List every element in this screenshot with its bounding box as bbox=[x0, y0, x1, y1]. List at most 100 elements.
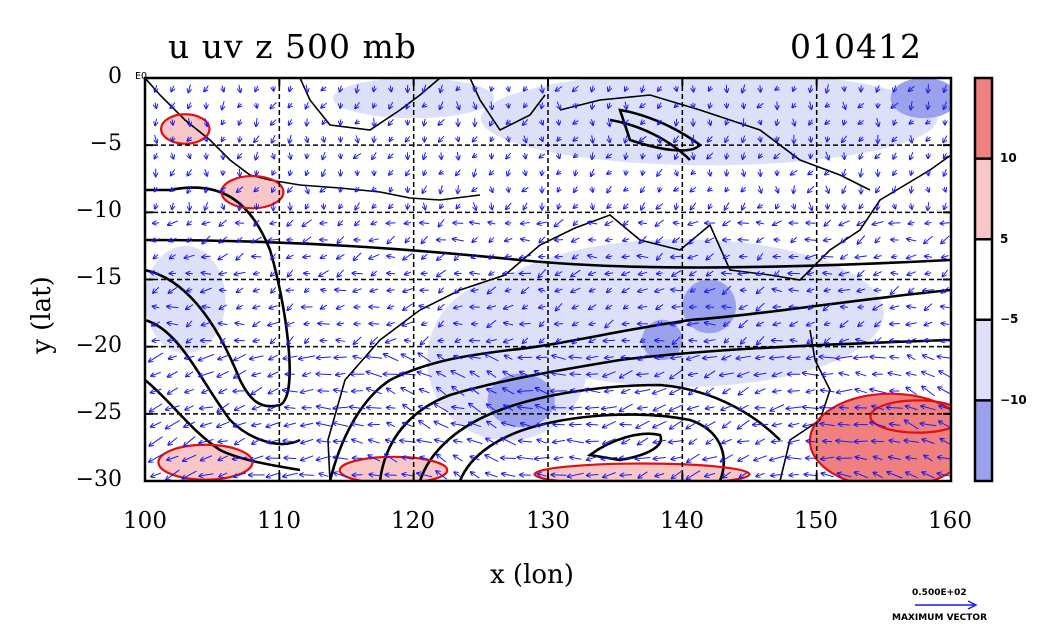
wind-vector bbox=[737, 419, 750, 429]
wind-vector bbox=[233, 472, 247, 477]
wind-vector bbox=[184, 421, 196, 427]
wind-vector bbox=[387, 422, 396, 428]
wind-vector bbox=[608, 85, 610, 92]
wind-vector bbox=[200, 422, 213, 427]
wind-vector bbox=[302, 219, 312, 227]
wind-vector bbox=[218, 441, 228, 442]
wind-vector bbox=[306, 169, 308, 176]
wind-vector bbox=[854, 472, 868, 479]
wind-vector bbox=[185, 405, 194, 410]
wind-vector bbox=[187, 221, 192, 225]
wind-vector bbox=[318, 323, 330, 324]
wind-vector bbox=[253, 273, 260, 275]
wind-vector bbox=[687, 453, 700, 462]
wind-vector bbox=[217, 402, 230, 412]
wind-vector bbox=[517, 391, 534, 392]
wind-vector bbox=[454, 252, 462, 261]
wind-vector bbox=[434, 421, 449, 429]
wind-vector bbox=[820, 390, 835, 392]
wind-vector bbox=[254, 219, 260, 226]
wind-vector bbox=[809, 201, 812, 210]
wind-vector bbox=[541, 137, 543, 142]
wind-vector bbox=[255, 151, 257, 160]
wind-vector bbox=[353, 252, 362, 261]
x-tick-label: 100 bbox=[123, 508, 167, 534]
wind-vector bbox=[374, 117, 375, 127]
wind-vector bbox=[839, 272, 850, 275]
wind-vector bbox=[775, 270, 780, 276]
wind-vector bbox=[825, 170, 831, 175]
wind-vector bbox=[842, 185, 847, 194]
wind-vector bbox=[688, 221, 699, 224]
wind-vector bbox=[870, 357, 886, 358]
wind-vector bbox=[301, 423, 314, 426]
wind-vector bbox=[299, 355, 316, 359]
wind-vector bbox=[521, 239, 530, 241]
wind-vector bbox=[502, 423, 516, 427]
wind-vector bbox=[155, 118, 157, 126]
wind-vector bbox=[454, 356, 463, 359]
wind-vector bbox=[872, 221, 884, 224]
wind-vector bbox=[941, 255, 949, 257]
wind-vector bbox=[336, 304, 345, 309]
coastline-java bbox=[299, 184, 481, 201]
wind-vector bbox=[169, 255, 176, 259]
wind-vector bbox=[287, 219, 294, 226]
wind-vector bbox=[759, 154, 762, 158]
wind-vector bbox=[911, 101, 913, 110]
wind-vector bbox=[670, 369, 684, 379]
wind-vector bbox=[592, 202, 593, 210]
wind-vector bbox=[638, 354, 648, 360]
wind-vector bbox=[522, 305, 529, 309]
wind-vector bbox=[843, 119, 845, 125]
wind-vector bbox=[592, 135, 593, 143]
wind-vector bbox=[372, 204, 376, 208]
wind-vector bbox=[520, 475, 531, 476]
wind-vector bbox=[770, 455, 785, 460]
wind-vector bbox=[205, 186, 206, 192]
wind-vector bbox=[154, 152, 157, 159]
wind-vector bbox=[777, 136, 778, 142]
wind-vector bbox=[149, 453, 163, 462]
wind-vector bbox=[924, 455, 933, 462]
wind-vector bbox=[726, 119, 728, 125]
wind-vector bbox=[673, 237, 681, 242]
wind-vector bbox=[205, 136, 206, 142]
wind-vector bbox=[182, 470, 197, 479]
wind-vector bbox=[704, 340, 716, 342]
wind-vector bbox=[421, 323, 428, 325]
wind-vector bbox=[470, 273, 480, 274]
wind-vector bbox=[824, 219, 831, 226]
wind-vector bbox=[517, 457, 534, 459]
wind-vector bbox=[657, 252, 663, 260]
wind-vector bbox=[437, 372, 447, 378]
wind-vector bbox=[340, 119, 341, 125]
wind-vector bbox=[843, 101, 846, 109]
wind-vector bbox=[306, 135, 308, 143]
wind-vector bbox=[625, 86, 628, 91]
wind-vector bbox=[807, 337, 815, 344]
wind-vector bbox=[572, 322, 579, 326]
wind-vector bbox=[504, 323, 514, 325]
wind-vector bbox=[876, 186, 880, 192]
wind-vector bbox=[773, 307, 782, 308]
wind-vector bbox=[703, 456, 718, 460]
wind-vector bbox=[925, 273, 932, 274]
wind-vector bbox=[417, 473, 433, 478]
wind-vector bbox=[539, 236, 546, 243]
wind-vector bbox=[688, 373, 698, 375]
wind-vector bbox=[725, 187, 728, 192]
wind-vector bbox=[237, 236, 243, 242]
wind-vector bbox=[670, 256, 683, 257]
wind-vector bbox=[537, 440, 548, 444]
wind-vector bbox=[534, 457, 550, 459]
wind-vector bbox=[506, 121, 510, 125]
wind-vector bbox=[738, 371, 750, 376]
wind-vector bbox=[322, 151, 325, 160]
wind-vector bbox=[652, 387, 667, 393]
wind-vector bbox=[856, 372, 867, 377]
wind-vector bbox=[167, 370, 179, 377]
wind-vector bbox=[619, 403, 633, 411]
wind-vector bbox=[320, 223, 328, 224]
wind-vector bbox=[555, 289, 563, 291]
